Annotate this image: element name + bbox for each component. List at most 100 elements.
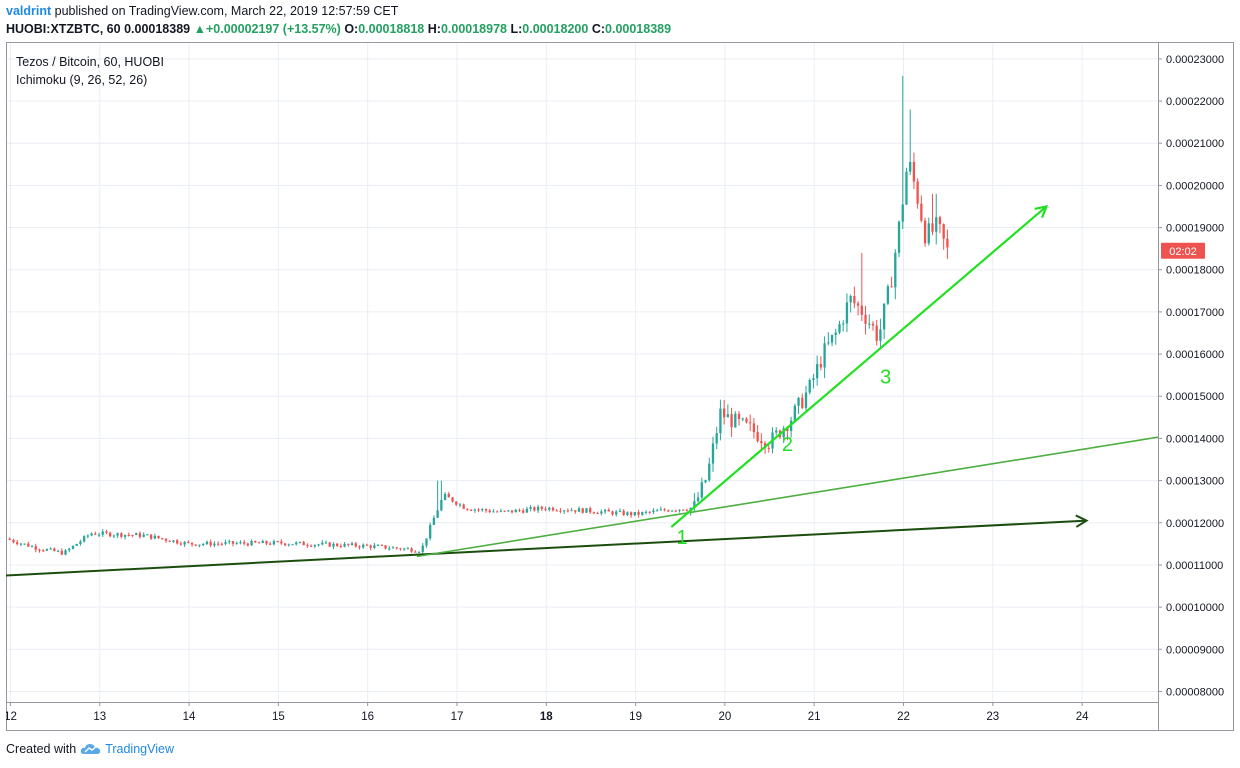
publish-info: valdrint published on TradingView.com, M… <box>6 4 398 18</box>
candle-body <box>574 510 577 512</box>
candle-body <box>842 323 845 325</box>
candle-body <box>146 534 149 536</box>
candle-body <box>797 397 800 406</box>
candle-body <box>745 418 748 423</box>
candle-body <box>722 408 726 418</box>
trendlines[interactable] <box>6 204 1159 577</box>
candle-body <box>756 432 759 442</box>
candle-body <box>447 493 450 498</box>
candle-body <box>816 364 819 379</box>
candle-body <box>700 482 703 498</box>
candle-body <box>674 510 677 512</box>
candle-body <box>425 538 428 546</box>
candle-body <box>819 364 823 368</box>
candle-body <box>82 536 86 542</box>
y-tick-label: 0.00018000 <box>1166 265 1224 277</box>
y-tick-label: 0.00009000 <box>1166 644 1224 656</box>
candle-body <box>19 543 23 545</box>
candle-body <box>205 541 209 545</box>
candle-body <box>362 544 365 548</box>
price-chart[interactable]: 0.00008000 0.00009000 0.00010000 0.00011000… <box>6 42 1234 734</box>
candle-body <box>239 542 242 544</box>
candle-body <box>153 535 156 539</box>
candle-body <box>845 302 849 324</box>
y-tick-label: 0.00019000 <box>1166 223 1224 235</box>
candle-body <box>477 509 480 511</box>
candle-body <box>667 510 670 512</box>
x-tick-label: 16 <box>361 711 374 723</box>
candle-body <box>775 430 778 433</box>
author-name[interactable]: valdrint <box>6 4 52 18</box>
candle-body <box>317 544 320 546</box>
x-tick-label: 21 <box>808 711 821 723</box>
y-tick-label: 0.00016000 <box>1166 349 1224 361</box>
candle-body <box>313 544 316 547</box>
candle-body <box>719 408 722 434</box>
trendline-mid[interactable] <box>416 436 1159 558</box>
candle-body <box>79 541 82 545</box>
candle-body <box>860 305 863 315</box>
candle-body <box>246 543 250 546</box>
candle-body <box>496 511 499 513</box>
candle-body <box>592 512 596 514</box>
candle-body <box>916 181 919 204</box>
published-text: published on TradingView.com, March 22, … <box>54 4 399 18</box>
candle-body <box>585 508 588 513</box>
candle-body <box>734 413 737 428</box>
candle-body <box>693 501 696 509</box>
candle-body <box>414 551 417 553</box>
candle-body <box>228 541 231 543</box>
y-tick-label: 0.00017000 <box>1166 307 1224 319</box>
candle-body <box>938 217 942 225</box>
y-tick-label: 0.00012000 <box>1166 518 1224 530</box>
candle-body <box>265 541 268 544</box>
candle-body <box>220 543 223 545</box>
legend-indicator[interactable]: Ichimoku (9, 26, 52, 26) <box>16 73 148 87</box>
price-label-bg <box>1161 242 1205 259</box>
candle-body <box>834 332 837 335</box>
candle-body <box>235 543 238 545</box>
y-tick-label: 0.00021000 <box>1166 138 1224 150</box>
candle-body <box>283 543 287 546</box>
candle-body <box>682 509 685 511</box>
arrowhead-icon <box>1034 204 1049 219</box>
candle-body <box>507 510 510 512</box>
candle-body <box>897 221 901 253</box>
chart-border <box>6 42 1234 731</box>
y-tick-label: 0.00008000 <box>1166 686 1224 698</box>
candle-body <box>577 508 581 512</box>
candle-body <box>488 510 491 513</box>
candle-body <box>514 509 517 513</box>
candle-body <box>112 535 116 537</box>
candle-body <box>830 334 834 343</box>
candle-body <box>451 497 454 502</box>
candle-body <box>194 544 197 546</box>
candle-body <box>332 543 335 547</box>
candle-body <box>254 540 257 543</box>
candle-body <box>890 286 893 288</box>
candle-body <box>894 252 897 288</box>
price-label-text: 02:02 <box>1169 246 1197 258</box>
candle-body <box>38 549 41 551</box>
candle-body <box>324 542 328 544</box>
candle-body <box>827 342 830 344</box>
candle-body <box>49 548 52 550</box>
candle-body <box>176 540 179 544</box>
candle-body <box>737 413 741 420</box>
candle-body <box>343 543 346 547</box>
candle-body <box>622 510 625 516</box>
tradingview-brand[interactable]: TradingView <box>80 742 174 756</box>
candle-body <box>570 510 573 512</box>
trendline-dark[interactable] <box>6 519 1087 577</box>
candle-body <box>183 541 186 545</box>
candle-body <box>600 511 603 514</box>
candle-body <box>90 533 93 536</box>
candle-body <box>663 509 666 511</box>
trendline-bright[interactable] <box>670 205 1048 528</box>
legend-title: Tezos / Bitcoin, 60, HUOBI <box>16 55 164 69</box>
candle-body <box>589 508 592 513</box>
candle-body <box>760 441 763 444</box>
candle-body <box>436 510 439 518</box>
candle-body <box>499 510 503 512</box>
candle-body <box>101 531 104 535</box>
